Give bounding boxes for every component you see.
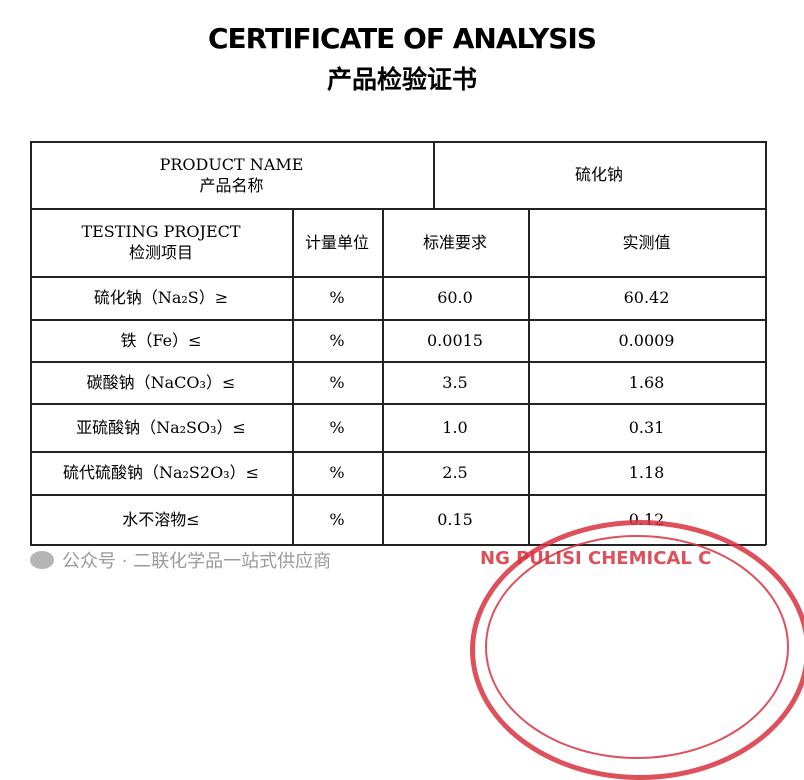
cell-measured: 0.0009 (618, 330, 675, 350)
product-label-cn: 产品名称 (199, 175, 264, 195)
cell-item: 铁（Fe）≤ (120, 330, 202, 350)
cell-item: 硫代硫酸钠（Na₂S2O₃）≤ (62, 463, 260, 482)
watermark-text: 公众号 · 二联化学品一站式供应商 (62, 551, 332, 572)
product-label-en: PRODUCT NAME (159, 154, 304, 174)
cell-unit: % (329, 372, 345, 392)
title-en: CERTIFICATE OF ANALYSIS (207, 22, 597, 55)
cell-standard: 60.0 (437, 288, 473, 307)
cell-unit: % (329, 330, 345, 350)
cell-standard: 0.15 (437, 509, 473, 529)
cell-unit: % (329, 463, 345, 482)
watermark: 公众号 · 二联化学品一站式供应商 (30, 547, 331, 573)
cell-item: 硫化钠（Na₂S）≥ (93, 288, 229, 307)
cell-standard: 2.5 (442, 463, 468, 482)
header-project-en: TESTING PROJECT (81, 222, 241, 241)
cell-measured: 60.42 (623, 288, 670, 307)
header-standard: 标准要求 (422, 232, 487, 252)
cell-item: 亚硫酸钠（Na₂SO₃）≤ (76, 417, 246, 437)
cell-item: 碳酸钠（NaCO₃）≤ (86, 372, 236, 392)
header-unit: 计量单位 (304, 232, 369, 252)
product-name-value: 硫化钠 (574, 165, 623, 184)
stamp-text: NG PULISI CHEMICAL C (480, 548, 712, 569)
cell-unit: % (329, 509, 345, 529)
cell-measured: 0.31 (628, 417, 665, 437)
cell-measured: 1.68 (628, 372, 665, 392)
header-project: TESTING PROJECT 检测项目 (30, 208, 292, 276)
cell-unit: % (329, 417, 345, 437)
header-project-cn: 检测项目 (128, 243, 193, 262)
cell-item: 水不溶物≤ (122, 509, 200, 529)
cell-measured: 1.18 (628, 463, 665, 482)
cell-standard: 3.5 (442, 372, 468, 392)
cell-unit: % (329, 288, 345, 307)
title-cn: 产品检验证书 (326, 65, 477, 94)
header-measured: 实测值 (622, 232, 671, 252)
cell-standard: 1.0 (442, 417, 468, 437)
cell-standard: 0.0015 (427, 330, 483, 350)
wechat-icon (30, 551, 54, 569)
product-name-label: PRODUCT NAME 产品名称 (30, 141, 433, 208)
